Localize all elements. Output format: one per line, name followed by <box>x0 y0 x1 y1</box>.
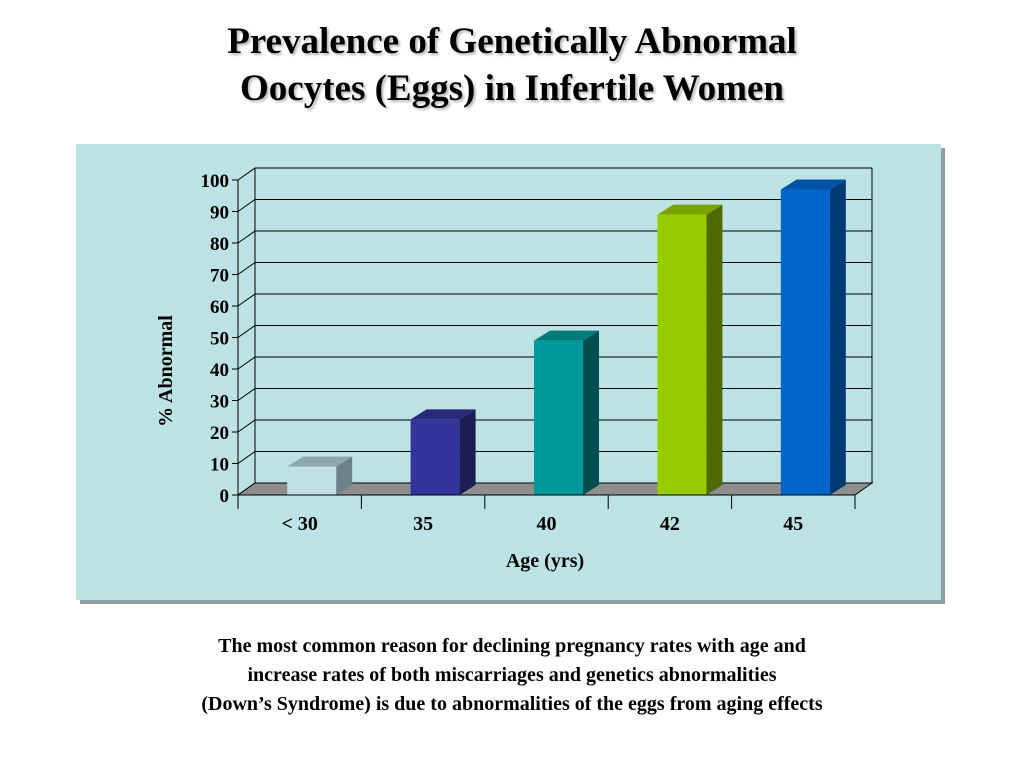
gridline <box>237 293 872 307</box>
y-tick-label: 70 <box>210 266 229 287</box>
y-tick-label: 0 <box>220 486 230 507</box>
caption-line-3: (Down’s Syndrome) is due to abnormalitie… <box>201 693 823 715</box>
bar-front <box>780 189 830 495</box>
bar-3 <box>534 330 599 495</box>
slide-title: Prevalence of Genetically Abnormal Oocyt… <box>0 18 1024 112</box>
bar-side <box>706 204 723 495</box>
bar-chart: 0 10 20 30 40 50 60 70 80 90 100 < 30 35 40 42 45 % Abn… <box>155 167 874 572</box>
x-axis-label: Age (yrs) <box>506 550 584 572</box>
chart-panel: 0 10 20 30 40 50 60 70 80 90 100 < 30 35 40 42 45 % Abn… <box>76 144 941 600</box>
bar-side <box>583 330 599 495</box>
slide-title-line-2: Oocytes (Eggs) in Infertile Women <box>240 68 784 109</box>
caption-line-2: increase rates of both miscarriages and … <box>247 664 777 686</box>
bar-2 <box>410 409 476 495</box>
x-tick-label: 35 <box>413 513 433 535</box>
bar-side <box>829 179 846 495</box>
axis-ticks: 0 10 20 30 40 50 60 70 80 90 100 < 30 35 40 42 45 <box>201 171 856 535</box>
gridline <box>237 262 872 275</box>
x-tick-label: 45 <box>783 513 803 535</box>
gridline <box>237 199 872 212</box>
bar-1 <box>287 456 353 495</box>
bar-4 <box>657 204 723 495</box>
bar-top <box>534 330 599 341</box>
bar-top <box>287 456 353 467</box>
bar-top <box>780 179 846 190</box>
bar-5 <box>780 179 846 495</box>
bar-front <box>657 214 707 495</box>
y-tick-label: 60 <box>210 297 229 318</box>
y-tick-label: 20 <box>210 423 229 444</box>
bar-top <box>410 409 476 420</box>
y-tick-label: 100 <box>201 171 230 192</box>
x-tick-label: 40 <box>537 513 557 535</box>
y-tick-label: 50 <box>210 329 229 350</box>
y-axis-label: % Abnormal <box>155 315 177 427</box>
gridline <box>237 167 872 181</box>
x-tick-label: 42 <box>660 513 680 535</box>
x-tick-label: < 30 <box>281 513 317 535</box>
y-tick-label: 80 <box>210 234 229 255</box>
caption: The most common reason for declining pre… <box>0 632 1024 719</box>
bar-side <box>336 456 353 495</box>
slide-title-line-1: Prevalence of Genetically Abnormal <box>227 21 797 62</box>
bar-front <box>287 466 337 495</box>
bars <box>287 179 846 495</box>
caption-line-1: The most common reason for declining pre… <box>218 635 806 657</box>
y-tick-label: 90 <box>210 203 229 224</box>
bar-front <box>534 340 583 495</box>
y-tick-label: 10 <box>210 455 229 476</box>
bar-side <box>459 409 476 495</box>
y-tick-label: 30 <box>210 392 229 413</box>
gridline <box>237 230 872 244</box>
bar-top <box>657 204 723 215</box>
bar-front <box>410 419 460 495</box>
y-tick-label: 40 <box>210 360 229 381</box>
